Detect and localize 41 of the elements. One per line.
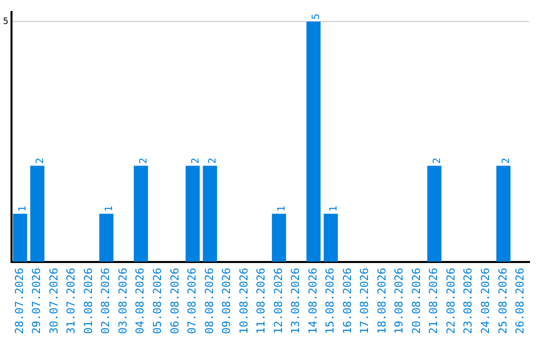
x-tick-label: 09.08.2026: [220, 268, 234, 334]
x-tick-label: 16.08.2026: [340, 268, 354, 334]
x-tick-label: 23.08.2026: [462, 268, 475, 334]
x-tick-label: 19.08.2026: [392, 268, 406, 334]
data-label: 2: [501, 158, 512, 164]
x-tick-label: 07.08.2026: [186, 268, 199, 334]
x-tick-label: 13.08.2026: [289, 268, 302, 334]
x-tick-label: 15.08.2026: [324, 268, 337, 334]
x-tick-label: 20.08.2026: [410, 268, 423, 334]
x-tick-label: 25.08.2026: [496, 268, 510, 334]
x-tick-label: 21.08.2026: [427, 268, 440, 334]
x-tick-label: 11.08.2026: [254, 268, 268, 334]
x-tick-label: 03.08.2026: [116, 268, 130, 334]
x-tick-label: 17.08.2026: [358, 268, 372, 334]
x-tick-label: 08.08.2026: [202, 268, 216, 334]
data-label: 2: [138, 158, 150, 164]
x-tick-label: 14.08.2026: [306, 268, 320, 334]
data-label: 1: [328, 206, 340, 212]
data-label: 2: [34, 158, 46, 164]
x-tick-label: 29.07.2026: [30, 268, 44, 334]
x-tick-label: 22.08.2026: [444, 268, 458, 334]
x-tick-label: 04.08.2026: [134, 268, 147, 334]
x-tick-label: 06.08.2026: [168, 268, 182, 334]
x-tick-label: 18.08.2026: [375, 268, 388, 334]
x-tick-label: 28.07.2026: [12, 268, 26, 334]
x-tick-label: 02.08.2026: [99, 268, 112, 334]
x-tick-label: 05.08.2026: [151, 268, 164, 334]
x-tick-label: 24.08.2026: [479, 268, 492, 334]
x-tick-label: 31.07.2026: [64, 268, 78, 334]
data-label: 1: [18, 206, 29, 212]
data-label: 2: [190, 158, 202, 164]
x-tick-label: 26.08.2026: [514, 268, 527, 334]
x-tick-label: 12.08.2026: [272, 268, 285, 334]
data-label: 2: [208, 158, 219, 164]
data-label: 2: [432, 158, 443, 164]
data-label: 1: [276, 206, 288, 212]
x-tick-label: 10.08.2026: [237, 268, 250, 334]
x-tick-label: 30.07.2026: [47, 268, 60, 334]
x-tick-label: 01.08.2026: [82, 268, 95, 334]
data-label: 1: [104, 206, 115, 212]
data-label: 5: [311, 14, 322, 20]
